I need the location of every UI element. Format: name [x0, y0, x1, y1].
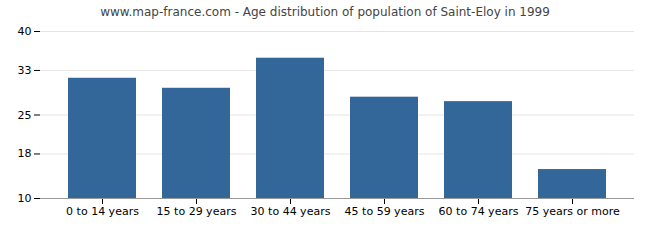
- svg-text:33: 33: [18, 64, 32, 77]
- svg-text:18: 18: [18, 147, 32, 160]
- svg-text:25: 25: [18, 109, 32, 122]
- svg-text:10: 10: [18, 192, 32, 205]
- svg-text:30 to 44 years: 30 to 44 years: [251, 205, 331, 218]
- svg-text:15 to 29 years: 15 to 29 years: [157, 205, 237, 218]
- svg-text:45 to 59 years: 45 to 59 years: [345, 205, 425, 218]
- svg-text:0 to 14 years: 0 to 14 years: [66, 205, 139, 218]
- svg-text:40: 40: [18, 25, 32, 38]
- html-text:www.map-france.com - Age distr: www.map-france.com - Age distribution of…: [100, 5, 550, 19]
- svg-text:60 to 74 years: 60 to 74 years: [439, 205, 519, 218]
- svg-text:75 years or more: 75 years or more: [525, 205, 620, 218]
